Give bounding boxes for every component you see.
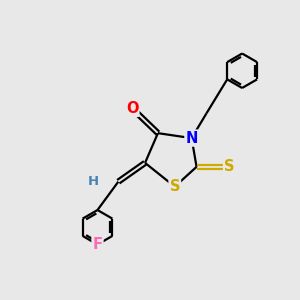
Text: O: O [126, 101, 138, 116]
Text: S: S [224, 159, 235, 174]
Text: N: N [185, 130, 198, 146]
Text: F: F [92, 237, 103, 252]
Text: H: H [88, 175, 99, 188]
Text: S: S [169, 179, 180, 194]
